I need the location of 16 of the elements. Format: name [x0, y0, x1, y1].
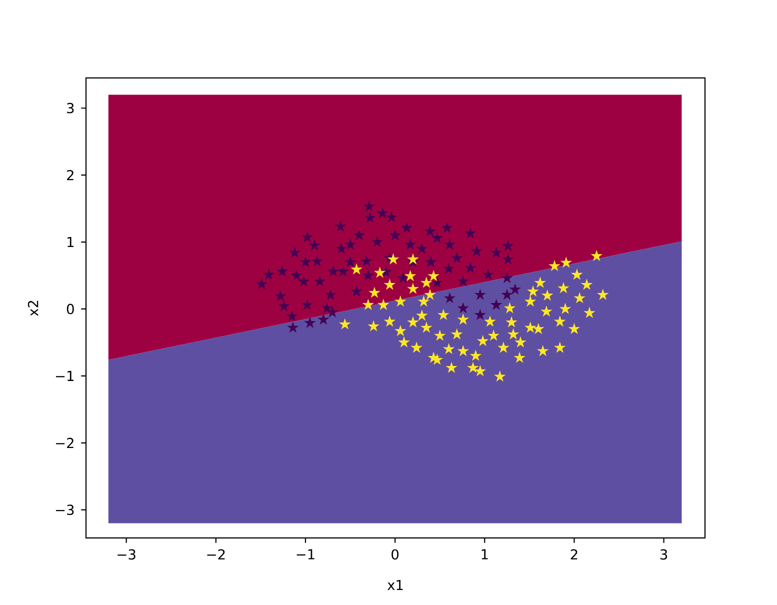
y-tick-label: −2	[56, 438, 74, 448]
x-axis-title: x1	[387, 580, 403, 590]
y-axis-title: x2	[28, 300, 38, 316]
x-tick-label: 2	[570, 549, 578, 560]
x-tick-label: −1	[296, 549, 314, 560]
x-tick-label: −2	[207, 549, 225, 560]
x-tick-label: −3	[118, 549, 136, 560]
y-tick-label: −3	[56, 504, 74, 516]
x-tick-label: 0	[392, 549, 399, 560]
x-tick-label: 3	[660, 549, 668, 560]
y-tick-label: 0	[66, 304, 74, 314]
y-tick-label: −1	[56, 370, 74, 381]
y-tick-label: 3	[67, 102, 74, 114]
y-tick-label: 1	[68, 237, 74, 248]
y-tick-label: 2	[67, 170, 74, 180]
x-tick-label: 1	[482, 549, 488, 560]
